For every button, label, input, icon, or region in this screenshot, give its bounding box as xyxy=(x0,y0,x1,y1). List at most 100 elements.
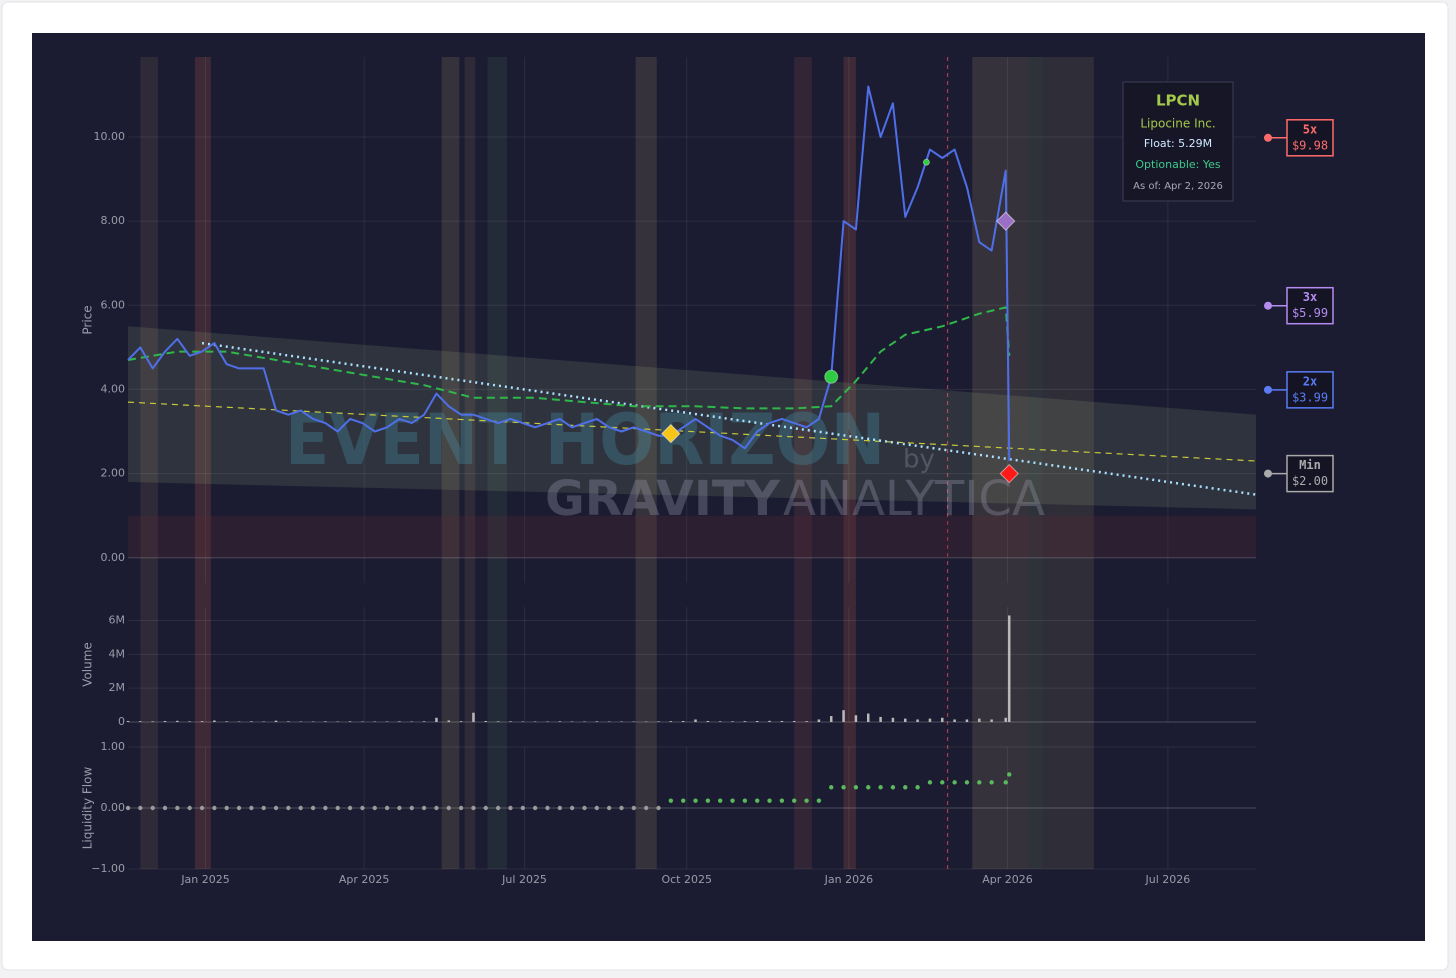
highlight-band xyxy=(1042,57,1094,869)
volume-bar xyxy=(867,713,870,722)
level-value: $3.99 xyxy=(1292,390,1328,404)
volume-bar xyxy=(632,721,636,722)
flow-point xyxy=(286,805,291,811)
flow-point xyxy=(718,798,723,803)
y-tick-label: 0.00 xyxy=(101,801,126,814)
volume-bar xyxy=(755,720,759,722)
flow-point xyxy=(323,805,328,811)
watermark-brand: ANALYTICA xyxy=(783,471,1045,527)
volume-bar xyxy=(348,721,352,722)
volume-bar xyxy=(829,716,833,722)
flow-point xyxy=(384,805,390,811)
flow-point xyxy=(693,798,698,803)
x-tick-label: Jul 2025 xyxy=(501,873,547,886)
y-tick-label: 10.00 xyxy=(94,130,126,143)
flow-point xyxy=(175,805,180,811)
flow-point xyxy=(495,805,501,811)
volume-bar xyxy=(299,721,302,722)
y-tick-label: −1.00 xyxy=(91,862,125,875)
flow-point xyxy=(804,798,809,803)
volume-bar xyxy=(151,721,154,722)
marker xyxy=(999,463,1019,484)
volume-bar xyxy=(484,720,488,722)
volume-bar xyxy=(879,716,882,722)
highlight-band xyxy=(441,57,460,869)
x-tick-label: Jan 2026 xyxy=(824,873,873,886)
info-company: Lipocine Inc. xyxy=(1140,117,1215,131)
flow-point xyxy=(866,785,871,790)
flow-point xyxy=(199,805,205,811)
flow-point xyxy=(508,805,513,811)
volume-bar xyxy=(780,720,784,722)
volume-bar xyxy=(336,721,339,722)
level-value: $2.00 xyxy=(1292,474,1328,488)
x-tick-label: Oct 2025 xyxy=(661,873,712,886)
volume-bar xyxy=(768,720,771,722)
level-name: 2x xyxy=(1303,374,1317,388)
x-tick-label: Jan 2025 xyxy=(180,873,229,886)
highlight-band xyxy=(843,57,856,869)
level-name: Min xyxy=(1299,458,1321,472)
y-tick-label: 2M xyxy=(109,681,126,694)
highlight-band xyxy=(464,57,476,869)
volume-bar xyxy=(681,720,685,722)
flow-point xyxy=(545,805,550,811)
volume-bar xyxy=(422,721,426,722)
level-dot xyxy=(1264,469,1272,478)
highlight-band xyxy=(140,57,158,869)
flow-point xyxy=(829,785,834,790)
flow-point xyxy=(458,805,464,811)
highlight-band xyxy=(487,57,507,869)
x-tick-label: Apr 2026 xyxy=(982,873,1033,886)
volume-bar xyxy=(904,718,907,722)
flow-point xyxy=(397,805,402,811)
flow-point xyxy=(483,805,488,811)
volume-bar xyxy=(792,720,796,722)
volume-bar xyxy=(570,721,574,722)
flow-point xyxy=(582,805,587,811)
highlight-band xyxy=(1028,57,1043,869)
volume-bar xyxy=(657,721,660,722)
volume-bar xyxy=(694,719,697,722)
level-box xyxy=(1286,371,1334,409)
flow-point xyxy=(372,805,377,811)
flow-point xyxy=(594,805,600,811)
volume-bar xyxy=(311,721,315,722)
volume-bar xyxy=(595,721,599,722)
volume-bar xyxy=(916,719,919,722)
flow-point xyxy=(520,805,525,811)
info-box xyxy=(1122,81,1234,202)
volume-bar xyxy=(941,717,944,722)
y-axis-title: Volume xyxy=(81,642,95,687)
x-tick-label: Apr 2025 xyxy=(339,873,390,886)
flow-point xyxy=(273,805,279,811)
flow-point xyxy=(755,798,760,803)
marker xyxy=(661,423,681,444)
volume-bar xyxy=(718,721,722,722)
flow-point xyxy=(903,785,908,790)
volume-bar xyxy=(644,721,648,722)
info-optionable: Optionable: Yes xyxy=(1135,158,1220,171)
volume-bar xyxy=(163,720,167,722)
volume-bar xyxy=(854,715,858,722)
flow-point xyxy=(940,780,945,785)
y-tick-label: 0 xyxy=(118,715,125,728)
volume-bar xyxy=(472,712,475,722)
flow-point xyxy=(853,785,859,790)
highlight-band xyxy=(635,57,657,869)
volume-bar xyxy=(953,719,956,722)
volume-bar xyxy=(496,721,500,722)
watermark-title: EVENT HORIZON xyxy=(285,399,885,481)
volume-bar xyxy=(1008,615,1011,722)
volume-bar xyxy=(509,721,512,722)
volume-bar xyxy=(385,721,389,722)
flow-point xyxy=(927,780,933,785)
volume-bar xyxy=(521,721,525,722)
flow-point xyxy=(989,780,994,785)
volume-bar xyxy=(176,720,179,722)
volume-bar xyxy=(533,721,537,722)
y-tick-label: 4.00 xyxy=(101,382,126,395)
volume-bar xyxy=(706,720,710,722)
highlight-band xyxy=(194,57,211,869)
